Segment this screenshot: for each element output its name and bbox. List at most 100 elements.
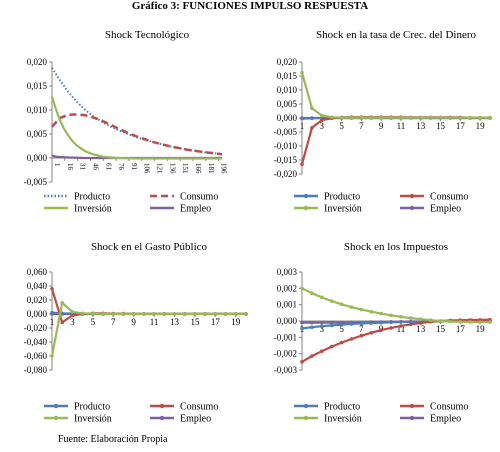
y-tick-label: 0,040 (27, 281, 48, 291)
point-inversion (438, 115, 443, 120)
point-consumo (300, 162, 304, 166)
x-tick-label: 5 (339, 324, 344, 334)
legend-label: Consumo (180, 192, 218, 203)
point-consumo (320, 349, 324, 354)
y-tick-label: 0,005 (27, 129, 48, 139)
point-inversion (389, 115, 393, 120)
legend-marker (303, 403, 309, 409)
legend-label: Inversión (74, 414, 112, 425)
point-consumo (389, 326, 393, 330)
x-tick-label: 16 (66, 163, 74, 171)
y-tick-label: -0,002 (274, 349, 297, 359)
legend-item-empleo: Empleo (400, 414, 461, 425)
point-inversion (329, 115, 334, 119)
point-inversion (438, 319, 443, 323)
point-inversion (121, 312, 126, 316)
point-empleo (329, 320, 334, 325)
legend-label: Inversión (324, 204, 362, 215)
legend: Producto Consumo Inversión Empleo (294, 402, 468, 425)
x-tick-label: 19 (476, 121, 486, 131)
x-tick-label: 61 (104, 163, 112, 171)
point-inversion (339, 302, 344, 307)
y-tick-label: 0,010 (27, 105, 48, 115)
x-tick-label: 181 (207, 163, 215, 174)
point-producto (389, 320, 393, 325)
x-tick-label: 7 (359, 324, 364, 334)
legend: Producto Consumo Inversión Empleo (294, 192, 468, 215)
y-tick-label: -0,001 (274, 332, 297, 342)
y-tick-label: 0,010 (277, 85, 298, 95)
point-inversion (369, 309, 374, 314)
y-tick-label: -0,003 (274, 365, 298, 375)
point-inversion (50, 354, 54, 358)
point-inversion (349, 305, 354, 309)
point-inversion (320, 113, 324, 118)
point-inversion (468, 115, 473, 120)
y-tick-label: 0,000 (27, 153, 48, 163)
legend-marker (303, 193, 309, 199)
y-tick-label: -0,040 (24, 337, 48, 347)
point-consumo (320, 118, 324, 122)
legend-marker (409, 205, 415, 211)
series-line-producto (51, 67, 223, 156)
point-consumo (60, 320, 64, 325)
point-inversion (310, 291, 314, 296)
point-inversion (131, 312, 136, 316)
x-tick-label: 17 (211, 317, 221, 327)
chart-3: Shock en el Gasto Público 0,060 0,040 0,020… (24, 241, 248, 425)
legend-item-empleo: Empleo (150, 204, 211, 215)
point-inversion (152, 312, 156, 316)
legend-marker (303, 205, 309, 211)
legend-item-empleo: Empleo (150, 414, 211, 425)
point-inversion (478, 115, 482, 120)
y-tick-label: -0,020 (274, 169, 298, 179)
legend-marker (409, 403, 415, 409)
legend-item-producto: Producto (294, 402, 360, 413)
y-tick-label: 0,002 (277, 283, 297, 293)
y-tick-label: 0,015 (27, 81, 48, 91)
x-tick-label: 106 (143, 163, 151, 174)
point-inversion (448, 319, 453, 324)
legend: Producto Consumo Inversión Empleo (44, 192, 218, 215)
legend-item-empleo: Empleo (400, 204, 461, 215)
point-inversion (458, 320, 463, 324)
source-note: Fuente: Elaboración Propia (58, 434, 168, 445)
y-tick-label: 0,003 (277, 267, 298, 277)
x-tick-label: 19 (231, 317, 241, 327)
point-inversion (101, 312, 105, 316)
figure-title: Gráfico 3: FUNCIONES IMPULSO RESPUESTA (131, 0, 369, 12)
point-inversion (468, 320, 473, 324)
x-tick-label: 7 (359, 121, 364, 131)
point-inversion (418, 115, 423, 120)
series-line-consumo (51, 113, 223, 156)
y-tick-label: 0,000 (277, 316, 298, 326)
point-inversion (91, 311, 95, 316)
y-tick-label: -0,005 (24, 177, 48, 187)
point-inversion (399, 115, 403, 120)
chart-title: Shock en los Impuestos (344, 241, 448, 253)
legend-item-inversion: Inversión (44, 414, 112, 425)
point-consumo (379, 328, 384, 332)
legend-marker (53, 403, 59, 409)
x-tick-label: 11 (397, 121, 406, 131)
point-inversion (369, 115, 374, 120)
point-consumo (300, 360, 304, 364)
x-tick-label: 9 (131, 317, 136, 327)
y-tick-label: -0,015 (274, 155, 298, 165)
point-consumo (50, 287, 54, 291)
point-producto (339, 322, 344, 327)
x-tick-label: 17 (456, 121, 466, 131)
point-inversion (458, 115, 463, 120)
y-tick-label: -0,080 (24, 365, 48, 375)
x-tick-label: 13 (416, 324, 426, 334)
x-tick-label: 31 (79, 163, 87, 171)
y-tick-label: 0,015 (277, 71, 298, 81)
point-inversion (478, 320, 482, 324)
legend-label: Empleo (430, 204, 461, 215)
point-inversion (80, 311, 85, 316)
point-inversion (172, 312, 177, 316)
chart-title: Shock en el Gasto Público (91, 241, 208, 253)
legend-item-producto: Producto (294, 192, 360, 203)
point-consumo (409, 322, 413, 327)
